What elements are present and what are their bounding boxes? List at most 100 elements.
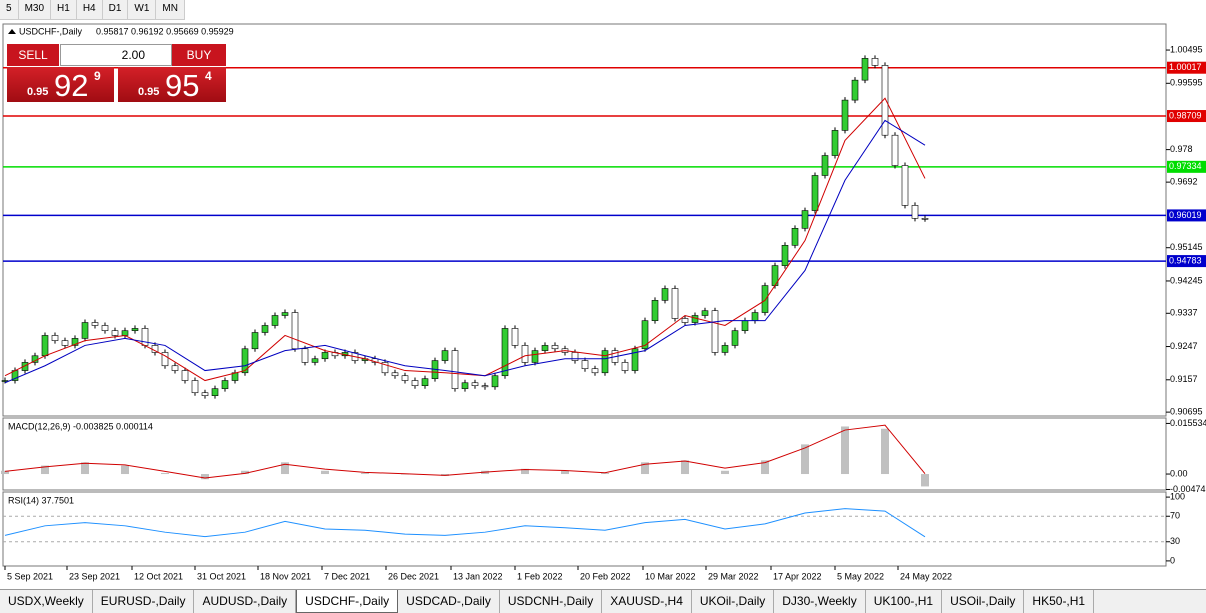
candle	[591, 368, 599, 374]
candle	[121, 330, 129, 336]
chart-tab[interactable]: UKOil-,Daily	[692, 590, 775, 613]
timeframe-button[interactable]: M30	[19, 0, 52, 19]
ohlc-values: 0.95817 0.96192 0.95669 0.95929	[96, 26, 234, 36]
level-label-box	[1167, 255, 1206, 268]
chart-tab[interactable]: HK50-,H1	[1024, 590, 1095, 613]
y-tick-label: 0.9337	[1170, 308, 1198, 318]
candle	[901, 165, 909, 206]
candle	[631, 348, 639, 371]
chart-tab[interactable]: USDCAD-,Daily	[398, 590, 500, 613]
candle	[141, 328, 149, 346]
candle	[211, 388, 219, 396]
x-tick-label: 29 Mar 2022	[708, 571, 759, 581]
candle	[541, 345, 549, 351]
candle	[451, 350, 459, 389]
chart-tab[interactable]: AUDUSD-,Daily	[194, 590, 297, 613]
rsi-line	[4, 508, 926, 538]
candle	[291, 312, 299, 350]
y-tick-label: 0.9157	[1170, 374, 1198, 384]
candle	[51, 335, 59, 341]
chart-area: USDCHF-,Daily 0.95817 0.96192 0.95669 0.…	[1, 23, 1206, 581]
buy-button[interactable]: BUY	[172, 44, 226, 66]
timeframe-button[interactable]: 5	[0, 0, 19, 19]
candle	[491, 375, 499, 388]
candle	[241, 348, 249, 374]
chart-tab[interactable]: USOil-,Daily	[942, 590, 1025, 613]
level-label: 1.00017	[1169, 62, 1202, 72]
candle	[391, 372, 399, 377]
candle	[411, 380, 419, 387]
candle	[621, 362, 629, 371]
candle	[761, 285, 769, 313]
macd-signal	[4, 424, 926, 479]
macd-bar	[1, 470, 9, 475]
candle	[861, 58, 869, 81]
moving-average	[4, 97, 926, 382]
candle	[171, 365, 179, 371]
y-tick-label: 1.00495	[1170, 44, 1203, 54]
ask-price[interactable]: 0.95 95 4	[118, 67, 226, 103]
candle	[781, 245, 789, 266]
x-tick-label: 26 Dec 2021	[388, 571, 439, 581]
candle	[111, 330, 119, 336]
chart-tab[interactable]: EURUSD-,Daily	[93, 590, 195, 613]
candle	[271, 315, 279, 326]
macd-bar	[241, 470, 249, 475]
candle	[471, 382, 479, 387]
x-tick-label: 7 Dec 2021	[324, 571, 370, 581]
sell-button[interactable]: SELL	[7, 44, 59, 66]
macd-bar	[841, 426, 849, 475]
candle	[481, 385, 489, 388]
candle	[511, 328, 519, 346]
macd-bar	[161, 473, 169, 475]
x-tick-label: 5 Sep 2021	[7, 571, 53, 581]
candle	[421, 378, 429, 387]
chart-tab[interactable]: USDX,Weekly	[0, 590, 93, 613]
y-tick-label: 100	[1170, 491, 1185, 501]
candle	[551, 345, 559, 350]
y-tick-label: 0.94245	[1170, 275, 1203, 285]
candle	[791, 228, 799, 246]
timeframe-button[interactable]: H1	[51, 0, 77, 19]
bid-big: 92	[54, 68, 89, 103]
candle	[321, 352, 329, 360]
timeframe-button[interactable]: MN	[156, 0, 185, 19]
macd-bar	[601, 473, 609, 475]
candle	[41, 335, 49, 357]
candle	[711, 310, 719, 353]
macd-bar	[761, 460, 769, 475]
one-click-trading: SELL 2.00 BUY 0.95 92 9 0.95 95 4	[6, 44, 227, 103]
candle	[831, 130, 839, 156]
level-label-box	[1167, 160, 1206, 173]
volume: 2.00	[121, 48, 145, 62]
y-tick-label: 0.00	[1170, 468, 1188, 478]
timeframe-button[interactable]: D1	[103, 0, 129, 19]
y-tick-label: 0.9692	[1170, 177, 1198, 187]
level-label: 0.96019	[1169, 210, 1202, 220]
candle	[461, 382, 469, 389]
chart-tab[interactable]: XAUUSD-,H4	[602, 590, 692, 613]
x-tick-label: 12 Oct 2021	[134, 571, 183, 581]
y-tick-label: 0.99595	[1170, 78, 1203, 88]
level-label: 0.94783	[1169, 255, 1202, 265]
volume-input[interactable]: 2.00	[60, 44, 172, 66]
bid-price[interactable]: 0.95 92 9	[7, 67, 114, 103]
x-tick-label: 23 Sep 2021	[69, 571, 120, 581]
chart-tab[interactable]: USDCNH-,Daily	[500, 590, 603, 613]
x-tick-label: 17 Apr 2022	[773, 571, 822, 581]
candle	[581, 360, 589, 370]
chart-tab[interactable]: UK100-,H1	[866, 590, 943, 613]
chart-tab[interactable]: DJ30-,Weekly	[774, 590, 866, 613]
macd-bar	[281, 462, 289, 475]
candle	[741, 320, 749, 331]
timeframe-button[interactable]: W1	[128, 0, 157, 19]
x-tick-label: 31 Oct 2021	[197, 571, 246, 581]
macd-bar	[881, 428, 889, 475]
timeframe-button[interactable]: H4	[77, 0, 103, 19]
ask-pip: 4	[205, 69, 212, 83]
chart-tab[interactable]: USDCHF-,Daily	[296, 590, 399, 613]
candle	[221, 380, 229, 389]
candle	[571, 352, 579, 361]
y-tick-label: 0.9247	[1170, 341, 1198, 351]
